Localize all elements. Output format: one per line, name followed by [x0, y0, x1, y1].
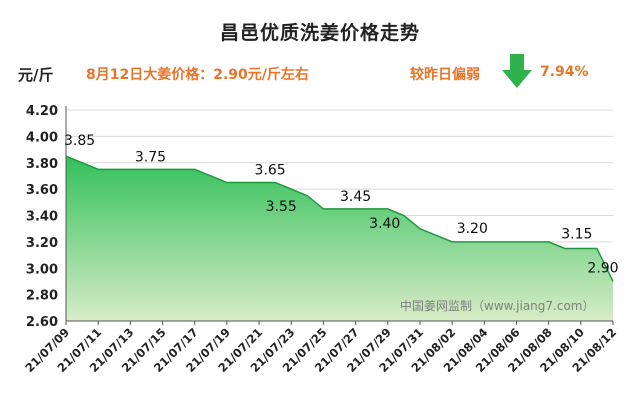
price-line	[65, 155, 614, 282]
data-label: 3.65	[255, 163, 286, 179]
data-label: 3.55	[266, 199, 297, 215]
watermark-text: 中国姜网监制（www.jiang7.com）	[400, 298, 594, 313]
data-label: 2.90	[587, 260, 618, 276]
data-label: 3.15	[561, 226, 592, 242]
compare-label: 较昨日偏弱	[410, 67, 480, 83]
y-tick-label: 3.60	[26, 183, 58, 198]
unit-label: 元/斤	[18, 66, 54, 84]
data-label: 3.45	[340, 189, 371, 205]
data-label: 3.75	[135, 149, 166, 165]
y-tick-label: 4.20	[26, 104, 58, 119]
price-note: 8月12日大姜价格：2.90元/斤左右	[86, 67, 309, 83]
down-arrow-icon	[502, 54, 532, 88]
y-tick-label: 3.20	[26, 236, 58, 251]
y-tick-label: 3.80	[26, 157, 58, 172]
price-area	[66, 156, 613, 321]
data-label: 3.40	[369, 216, 400, 232]
y-tick-label: 4.00	[26, 130, 58, 145]
y-tick-label: 3.00	[26, 262, 58, 277]
change-percent: 7.94%	[540, 64, 589, 80]
data-label: 3.20	[457, 221, 488, 237]
y-tick-label: 3.40	[26, 210, 58, 225]
data-label: 3.85	[64, 133, 95, 149]
chart-title: 昌邑优质洗姜价格走势	[219, 22, 420, 44]
y-tick-label: 2.60	[26, 315, 58, 330]
y-tick-label: 2.80	[26, 289, 58, 304]
